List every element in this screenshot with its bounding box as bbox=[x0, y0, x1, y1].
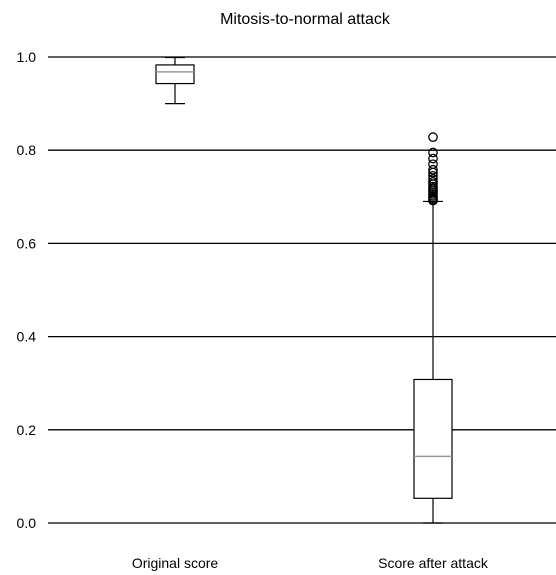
y-axis-tick-labels: 0.0 0.2 0.4 0.6 0.8 1.0 bbox=[17, 49, 37, 531]
y-tick-label: 0.4 bbox=[17, 329, 37, 345]
box-score-after-attack bbox=[413, 132, 453, 524]
y-tick-label: 0.2 bbox=[17, 422, 37, 438]
outlier-point bbox=[428, 177, 438, 187]
outlier-point bbox=[428, 147, 438, 158]
y-tick-label: 1.0 bbox=[17, 49, 37, 65]
grid-lines bbox=[48, 56, 556, 524]
outlier-point bbox=[428, 170, 438, 181]
outlier-point bbox=[428, 153, 438, 164]
x-category-label: Score after attack bbox=[378, 555, 489, 571]
outlier-point bbox=[428, 132, 438, 143]
x-category-label: Original score bbox=[132, 555, 219, 571]
outlier-point bbox=[428, 159, 438, 170]
chart-title: Mitosis-to-normal attack bbox=[220, 11, 391, 28]
x-axis-category-labels: Original score Score after attack bbox=[132, 555, 489, 571]
y-tick-label: 0.6 bbox=[17, 235, 37, 251]
box-original-score bbox=[155, 56, 195, 105]
interquartile-box bbox=[155, 64, 195, 85]
interquartile-box bbox=[413, 378, 453, 499]
y-tick-label: 0.0 bbox=[17, 515, 37, 531]
outlier-point bbox=[428, 164, 438, 175]
outlier-point bbox=[428, 174, 438, 184]
boxes bbox=[155, 56, 453, 524]
y-tick-label: 0.8 bbox=[17, 142, 37, 158]
